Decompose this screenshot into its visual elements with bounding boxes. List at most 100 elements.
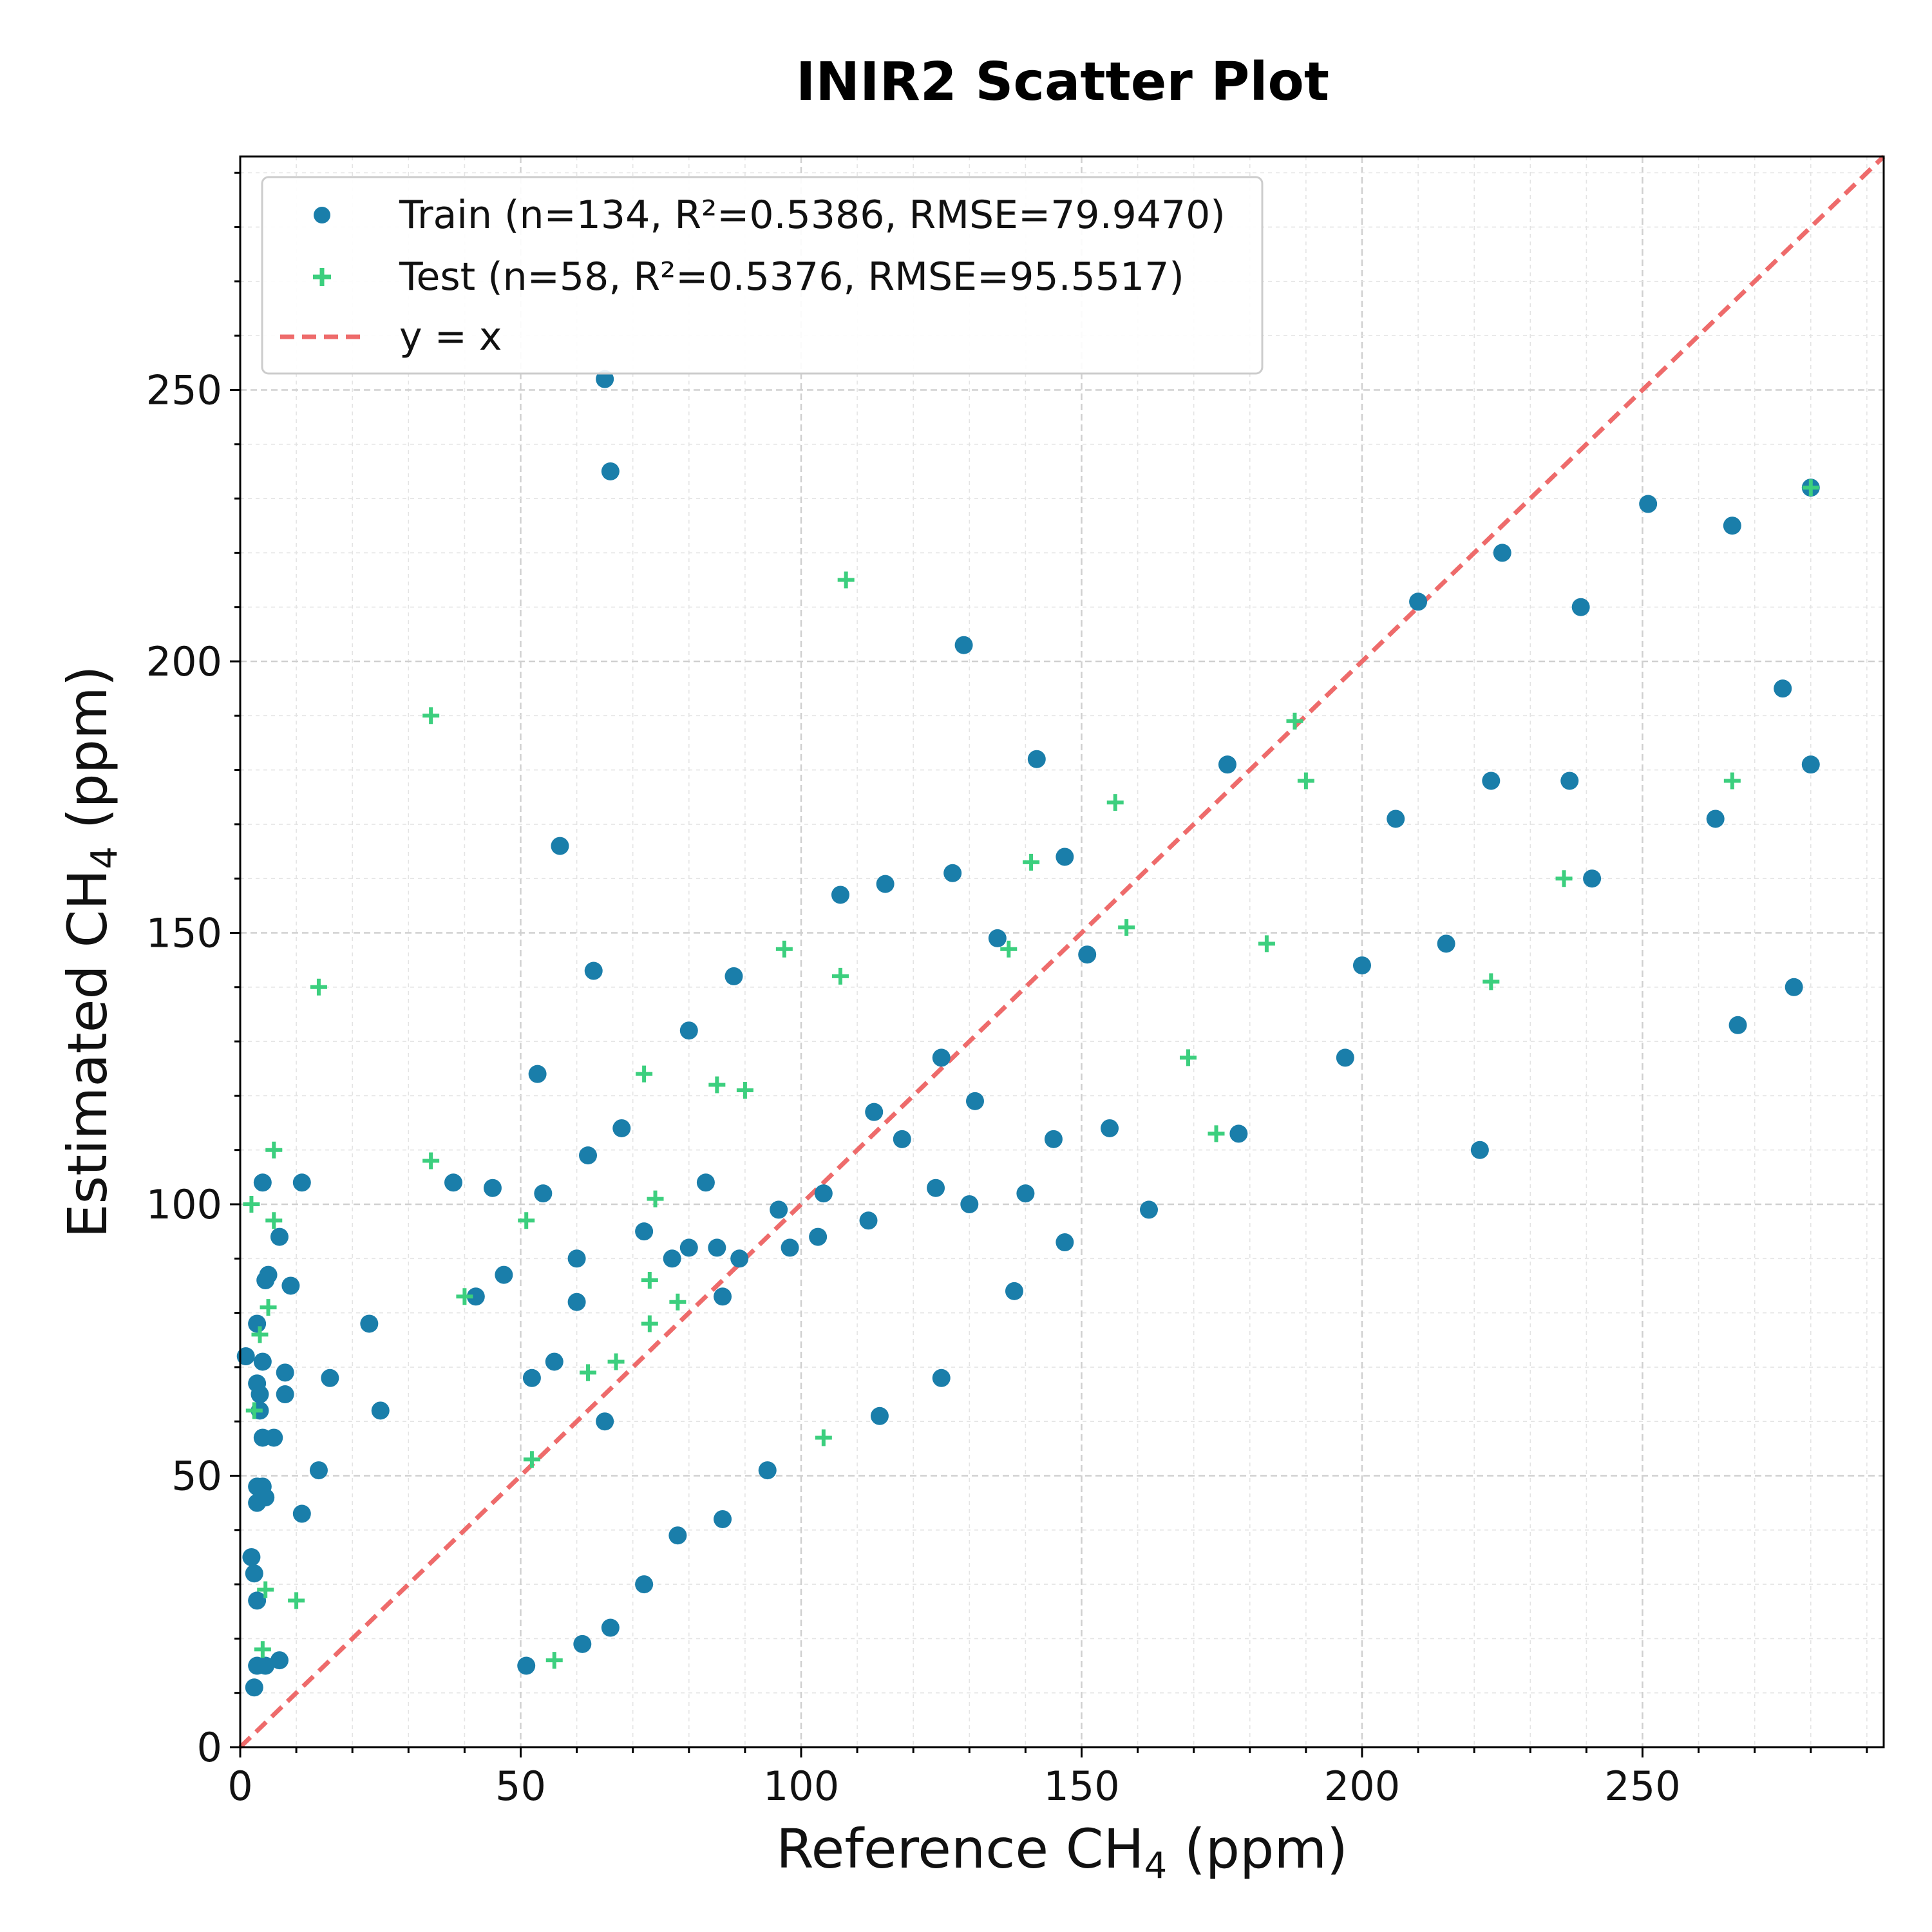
test-point — [775, 940, 793, 958]
train-point — [714, 1287, 732, 1306]
test-point — [243, 1196, 260, 1213]
train-point — [253, 1173, 272, 1192]
x-axis-label-subscript: 4 — [1144, 1845, 1168, 1887]
test-point — [1286, 712, 1303, 730]
train-point — [809, 1227, 828, 1246]
legend-train-label: Train (n=134, R²=0.5386, RMSE=79.9470) — [399, 193, 1226, 238]
train-point — [270, 1651, 289, 1670]
train-point — [573, 1634, 592, 1653]
y-tick-label: 0 — [197, 1724, 222, 1771]
train-point — [1229, 1124, 1248, 1143]
train-point — [601, 1618, 620, 1637]
train-point — [679, 1238, 698, 1257]
train-point — [893, 1130, 911, 1148]
train-point — [253, 1352, 272, 1371]
train-point — [517, 1656, 536, 1675]
train-point — [1140, 1200, 1159, 1219]
train-point — [248, 1591, 267, 1610]
train-point — [870, 1406, 889, 1425]
test-point — [254, 1641, 271, 1658]
test-point — [1179, 1049, 1197, 1066]
x-axis-label-main: Reference CH — [776, 1817, 1144, 1880]
train-point — [551, 837, 569, 855]
test-point — [736, 1081, 753, 1099]
y-axis-label-subscript: 4 — [84, 846, 126, 869]
test-point — [1482, 973, 1500, 990]
test-point — [1106, 794, 1124, 811]
plot-frame — [239, 155, 1885, 1748]
train-point — [1470, 1141, 1489, 1159]
test-point — [669, 1293, 687, 1311]
train-point — [1437, 934, 1455, 953]
train-point — [1723, 516, 1741, 535]
train-point — [236, 1347, 255, 1366]
test-point — [257, 1581, 274, 1598]
train-point — [960, 1195, 979, 1213]
legend-train-marker — [314, 207, 330, 223]
train-point — [276, 1363, 294, 1382]
test-point — [1258, 935, 1275, 952]
train-point — [1639, 495, 1658, 513]
train-point — [567, 1249, 586, 1268]
train-point — [1027, 750, 1046, 768]
train-point — [708, 1238, 726, 1257]
train-point — [1016, 1184, 1035, 1203]
y-tick-label: 250 — [146, 366, 222, 413]
train-point — [256, 1488, 275, 1507]
train-point — [528, 1065, 547, 1083]
train-point — [245, 1678, 263, 1697]
test-point — [636, 1065, 653, 1083]
test-point — [1208, 1125, 1225, 1142]
train-point — [1774, 679, 1792, 698]
test-point — [1555, 870, 1573, 887]
train-point — [1560, 772, 1579, 790]
train-point — [1352, 956, 1371, 975]
train-point — [679, 1021, 698, 1040]
train-point — [781, 1238, 799, 1257]
legend-test-marker — [313, 268, 331, 286]
test-point — [831, 967, 849, 985]
legend-test-label: Test (n=58, R²=0.5376, RMSE=95.5517) — [399, 254, 1184, 299]
train-point — [270, 1227, 289, 1246]
train-point — [1056, 848, 1074, 866]
train-point — [668, 1526, 687, 1545]
train-point — [534, 1184, 553, 1203]
grid — [239, 156, 1884, 1748]
test-point — [1000, 940, 1018, 958]
x-tick-label: 50 — [495, 1763, 546, 1810]
train-point — [758, 1461, 777, 1480]
test-series — [243, 479, 1819, 1669]
train-point — [1336, 1048, 1354, 1067]
test-point — [265, 1141, 283, 1159]
test-point — [422, 1152, 440, 1170]
x-tick-label: 200 — [1324, 1763, 1400, 1810]
train-point — [321, 1368, 339, 1387]
test-point — [260, 1299, 277, 1316]
test-point — [580, 1364, 597, 1381]
test-point — [1723, 772, 1741, 790]
train-point — [696, 1173, 715, 1192]
train-point — [988, 929, 1007, 947]
train-point — [281, 1276, 300, 1295]
x-tick-label: 250 — [1604, 1763, 1680, 1810]
train-point — [954, 636, 973, 654]
axis-ticks: 0 50 100 150 200 250 0 50 100 150 200 250 — [146, 171, 1868, 1810]
train-point — [309, 1461, 328, 1480]
train-point — [663, 1249, 681, 1268]
train-point — [770, 1200, 788, 1219]
x-tick-label: 100 — [763, 1763, 839, 1810]
test-point — [422, 707, 440, 724]
test-point — [837, 571, 855, 589]
test-point — [523, 1451, 540, 1468]
y-tick-label: 150 — [146, 909, 222, 956]
test-point — [1802, 479, 1819, 497]
test-point — [518, 1212, 535, 1229]
train-point — [251, 1385, 269, 1404]
train-point — [522, 1368, 541, 1387]
train-point — [1056, 1233, 1074, 1252]
train-point — [724, 967, 743, 985]
test-point — [245, 1402, 263, 1419]
train-point — [360, 1314, 379, 1333]
test-point — [251, 1326, 269, 1343]
